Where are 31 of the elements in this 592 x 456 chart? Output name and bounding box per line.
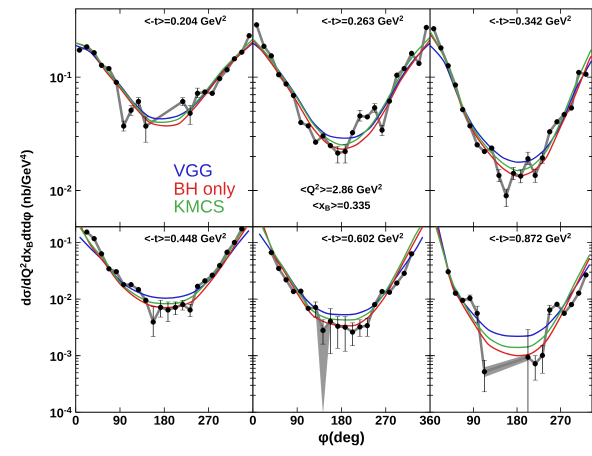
y-tick-label: 10$^{-2}$ [50, 294, 72, 304]
annotation: <x$_{B}$>=0.335 [312, 201, 370, 210]
x-tick-label: 270 [198, 416, 219, 425]
y-tick-label: 10$^{-2}$ [50, 185, 72, 196]
x-tick-label: 180 [154, 416, 174, 425]
text: BH only [174, 182, 236, 198]
text: VGG [174, 164, 212, 176]
x-tick-label: 270 [376, 416, 396, 425]
text: <-t>=0.602 GeV$^{2}$ [322, 232, 404, 242]
text: <-t>=0.342 GeV$^{2}$ [490, 15, 571, 25]
x-tick-label: 0 [250, 416, 256, 425]
x-tick-label: 270 [550, 416, 571, 425]
x-tick-label: 90 [290, 416, 304, 425]
y-tick-label: 10$^{-3}$ [50, 350, 72, 361]
text: KMCS [174, 200, 224, 212]
x-tick-label: 90 [466, 416, 480, 425]
y-axis-title: dσ/dQ$^{2}$dx$_{B}$dtdφ (nb/GeV$^{4}$) [20, 150, 34, 306]
text: <-t>=0.872 GeV$^{2}$ [490, 232, 571, 242]
annotation: <Q$^{2}$>=2.86 GeV$^{2}$ [300, 184, 382, 196]
text: <-t>=0.204 GeV$^{2}$ [144, 15, 226, 25]
y-tick-label: 10$^{-1}$ [50, 237, 72, 248]
x-tick-label: 90 [113, 416, 127, 425]
x-tick-label: 360 [420, 416, 440, 425]
y-tick-label: 10$^{-4}$ [50, 406, 72, 418]
x-tick-label: 180 [507, 416, 528, 425]
y-tick-label: 10$^{-1}$ [50, 72, 72, 82]
x-axis-title: φ(deg) [318, 431, 364, 446]
x-tick-label: 0 [72, 416, 79, 425]
x-tick-label: 180 [332, 416, 352, 425]
text: <-t>=0.263 GeV$^{2}$ [322, 15, 404, 25]
text: <-t>=0.448 GeV$^{2}$ [144, 232, 226, 242]
